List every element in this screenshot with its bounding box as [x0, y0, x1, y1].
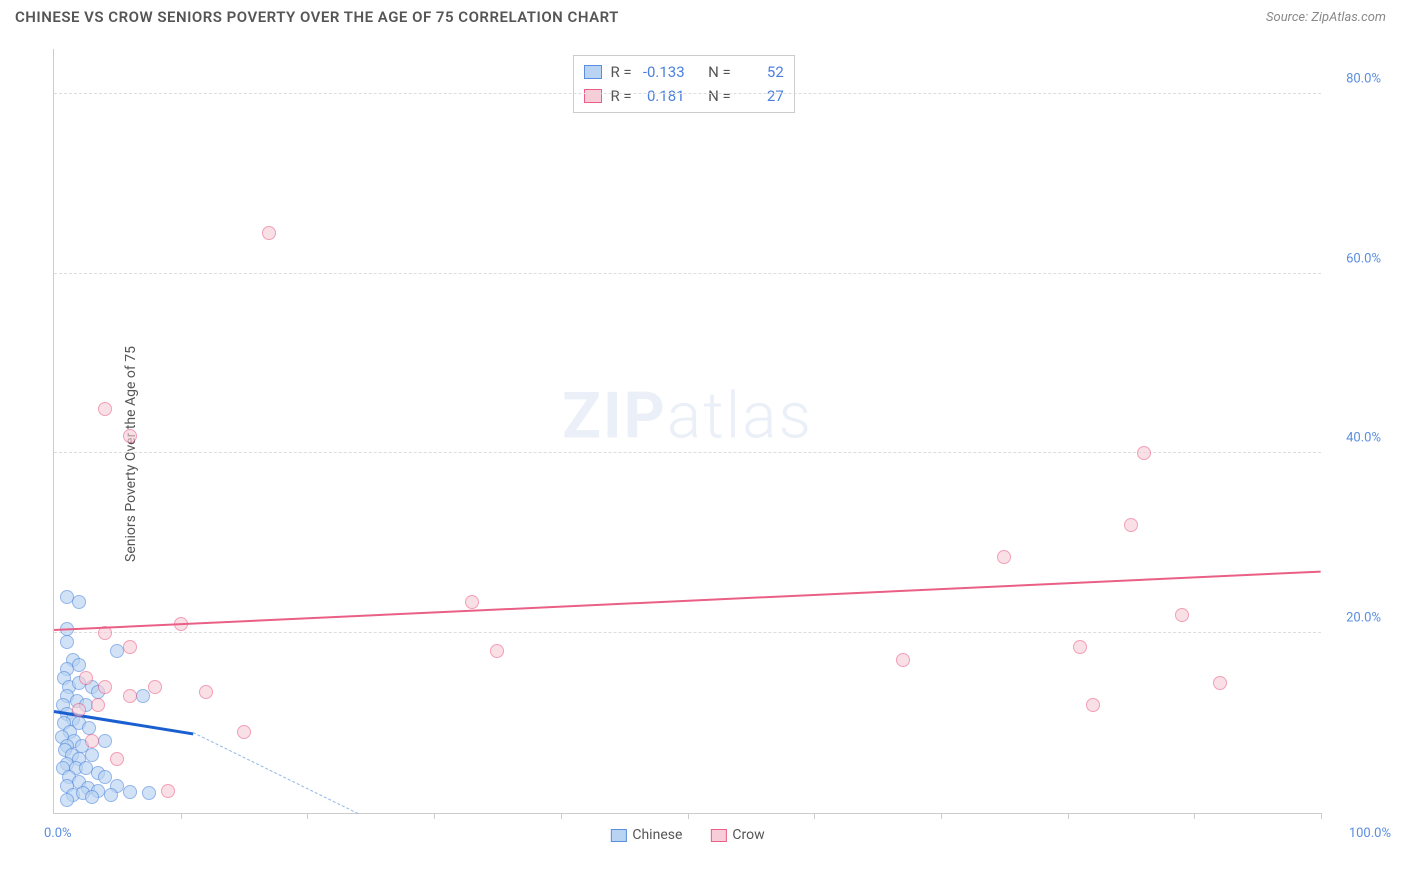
data-point [98, 402, 112, 416]
data-point [237, 725, 251, 739]
x-tick [1068, 813, 1069, 819]
chart-container: Seniors Poverty Over the Age of 75 ZIPat… [15, 44, 1391, 864]
data-point [79, 671, 93, 685]
x-tick [1194, 813, 1195, 819]
data-point [136, 689, 150, 703]
legend-series-name: Crow [732, 827, 764, 843]
regression-line [193, 732, 358, 814]
legend-swatch [584, 89, 602, 103]
legend-row: R = -0.133 N = 52 [584, 60, 783, 84]
data-point [72, 658, 86, 672]
watermark: ZIPatlas [562, 378, 813, 453]
legend-n-label: N = [708, 60, 731, 84]
data-point [1175, 608, 1189, 622]
data-point [60, 635, 74, 649]
data-point [1073, 640, 1087, 654]
data-point [85, 734, 99, 748]
x-axis-max-label: 100.0% [1349, 826, 1391, 841]
data-point [85, 748, 99, 762]
legend-n-value: 52 [739, 60, 784, 84]
data-point [72, 703, 86, 717]
data-point [123, 640, 137, 654]
x-tick [181, 813, 182, 819]
data-point [60, 793, 74, 807]
x-tick [561, 813, 562, 819]
source-attribution: Source: ZipAtlas.com [1266, 10, 1386, 25]
x-tick [941, 813, 942, 819]
legend-n-value: 27 [739, 84, 784, 108]
y-tick-label: 40.0% [1346, 431, 1381, 446]
data-point [465, 595, 479, 609]
chart-title: CHINESE VS CROW SENIORS POVERTY OVER THE… [15, 8, 619, 26]
data-point [98, 770, 112, 784]
correlation-legend: R = -0.133 N = 52 R = 0.181 N = 27 [573, 55, 794, 113]
x-tick [1321, 813, 1322, 819]
data-point [199, 685, 213, 699]
gridline [54, 452, 1321, 453]
data-point [72, 595, 86, 609]
watermark-light: atlas [667, 378, 813, 453]
x-tick [814, 813, 815, 819]
y-tick-label: 80.0% [1346, 71, 1381, 86]
series-legend: Chinese Crow [610, 827, 764, 843]
data-point [104, 788, 118, 802]
data-point [1213, 676, 1227, 690]
data-point [490, 644, 504, 658]
data-point [142, 786, 156, 800]
legend-item: Chinese [610, 827, 682, 843]
legend-swatch [584, 65, 602, 79]
gridline [54, 632, 1321, 633]
data-point [82, 721, 96, 735]
x-tick [688, 813, 689, 819]
plot-area: ZIPatlas R =-0.133 N =52R =0.181 N =27 C… [53, 49, 1321, 814]
data-point [1086, 698, 1100, 712]
legend-swatch [610, 829, 626, 842]
data-point [161, 784, 175, 798]
data-point [98, 680, 112, 694]
x-tick [307, 813, 308, 819]
data-point [91, 698, 105, 712]
data-point [1137, 446, 1151, 460]
data-point [997, 550, 1011, 564]
gridline [54, 93, 1321, 94]
legend-swatch [710, 829, 726, 842]
data-point [262, 226, 276, 240]
legend-r-value: -0.133 [640, 60, 685, 84]
data-point [896, 653, 910, 667]
y-tick-label: 60.0% [1346, 251, 1381, 266]
legend-r-label: R = [610, 84, 631, 108]
legend-series-name: Chinese [632, 827, 682, 843]
legend-r-label: R = [610, 60, 631, 84]
data-point [110, 752, 124, 766]
x-axis-min-label: 0.0% [44, 826, 72, 841]
data-point [123, 785, 137, 799]
data-point [123, 689, 137, 703]
watermark-strong: ZIP [562, 378, 667, 453]
regression-line [54, 570, 1321, 630]
y-tick-label: 20.0% [1346, 611, 1381, 626]
data-point [98, 734, 112, 748]
legend-n-label: N = [708, 84, 731, 108]
data-point [123, 429, 137, 443]
legend-r-value: 0.181 [640, 84, 685, 108]
x-tick [434, 813, 435, 819]
legend-row: R = 0.181 N = 27 [584, 84, 783, 108]
gridline [54, 273, 1321, 274]
data-point [148, 680, 162, 694]
legend-item: Crow [710, 827, 764, 843]
data-point [1124, 518, 1138, 532]
data-point [85, 790, 99, 804]
